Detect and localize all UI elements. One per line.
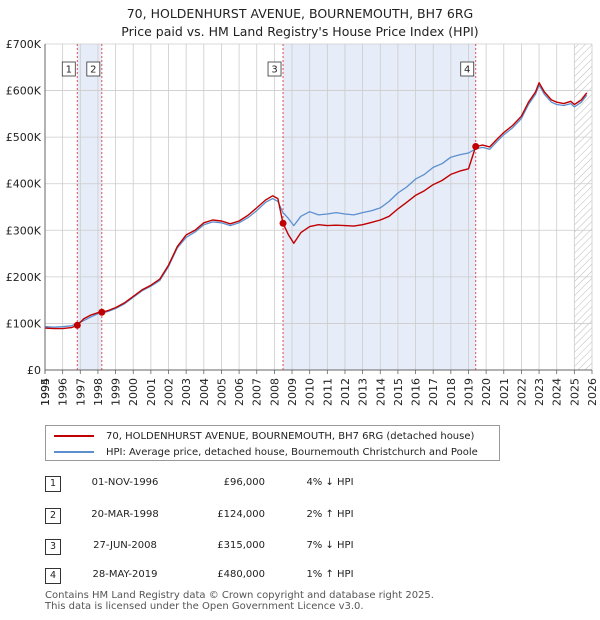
x-tick-label: 2007 bbox=[251, 378, 264, 406]
x-tick-label: 2014 bbox=[374, 378, 387, 406]
footer-license: This data is licensed under the Open Gov… bbox=[45, 601, 364, 612]
transaction-date: 20-MAR-1998 bbox=[91, 509, 159, 520]
transaction-price: £96,000 bbox=[223, 477, 265, 488]
forecast-hatch bbox=[574, 44, 592, 370]
transaction-point-1 bbox=[73, 321, 81, 329]
transaction-number: 4 bbox=[45, 568, 61, 584]
x-tick-label: 1997 bbox=[74, 378, 87, 406]
y-tick-label: £200K bbox=[6, 271, 42, 284]
x-tick-label: 1998 bbox=[92, 378, 105, 406]
x-tick-label: 2002 bbox=[163, 378, 176, 406]
x-tick-label: 2017 bbox=[427, 378, 440, 406]
x-tick-label: 2006 bbox=[233, 378, 246, 406]
x-tick-label: 2023 bbox=[533, 378, 546, 406]
series-line-property bbox=[44, 82, 588, 330]
transaction-badge-label-4: 4 bbox=[464, 65, 470, 76]
transaction-badge-1 bbox=[61, 61, 76, 77]
y-tick-label: £0 bbox=[27, 364, 41, 377]
x-tick-label: 1999 bbox=[110, 378, 123, 406]
x-tick-label: 1995 bbox=[39, 378, 52, 406]
transaction-price: £124,000 bbox=[217, 509, 265, 520]
chart-subtitle: Price paid vs. HM Land Registry's House … bbox=[121, 24, 479, 39]
legend-swatch-property bbox=[54, 435, 94, 437]
legend-label-hpi: HPI: Average price, detached house, Bour… bbox=[106, 446, 478, 458]
transaction-badge-2 bbox=[86, 61, 101, 77]
transaction-number: 2 bbox=[45, 508, 61, 524]
legend-swatch-hpi bbox=[54, 451, 94, 453]
transaction-badge-label-3: 3 bbox=[271, 65, 277, 76]
y-tick-label: £700K bbox=[6, 38, 42, 51]
x-tick-label: 1994 bbox=[39, 378, 52, 406]
transaction-hpi-relation: 1% ↑ HPI bbox=[306, 569, 354, 580]
legend: 70, HOLDENHURST AVENUE, BOURNEMOUTH, BH7… bbox=[45, 425, 500, 461]
x-tick-label: 2004 bbox=[198, 378, 211, 406]
x-tick-label: 2021 bbox=[498, 378, 511, 406]
x-tick-label: 2010 bbox=[304, 378, 317, 406]
y-tick-label: £600K bbox=[6, 85, 42, 98]
legend-label-property: 70, HOLDENHURST AVENUE, BOURNEMOUTH, BH7… bbox=[106, 430, 475, 442]
x-tick-label: 2026 bbox=[586, 378, 599, 406]
transaction-point-3 bbox=[279, 219, 287, 227]
footer-copyright: Contains HM Land Registry data © Crown c… bbox=[45, 590, 434, 601]
x-tick-label: 2019 bbox=[462, 378, 475, 406]
y-tick-label: £500K bbox=[6, 131, 42, 144]
y-tick-label: £100K bbox=[6, 317, 42, 330]
x-tick-label: 2015 bbox=[392, 378, 405, 406]
transaction-badge-label-2: 2 bbox=[90, 65, 96, 76]
x-tick-label: 2009 bbox=[286, 378, 299, 406]
x-tick-label: 2020 bbox=[480, 378, 493, 406]
x-tick-label: 2000 bbox=[127, 378, 140, 406]
x-tick-label: 2016 bbox=[410, 378, 423, 406]
transaction-hpi-relation: 7% ↓ HPI bbox=[306, 540, 354, 551]
series-line-hpi bbox=[44, 84, 588, 328]
transaction-number: 1 bbox=[45, 476, 61, 492]
x-tick-label: 2005 bbox=[215, 378, 228, 406]
x-tick-label: 2025 bbox=[568, 378, 581, 406]
x-tick-label: 1996 bbox=[57, 378, 70, 406]
transaction-badge-3 bbox=[267, 61, 282, 77]
chart-title: 70, HOLDENHURST AVENUE, BOURNEMOUTH, BH7… bbox=[126, 6, 474, 21]
x-tick-label: 2001 bbox=[145, 378, 158, 406]
transaction-date: 01-NOV-1996 bbox=[91, 477, 159, 488]
y-tick-label: £300K bbox=[6, 224, 42, 237]
shaded-period-2 bbox=[283, 44, 476, 370]
transaction-date: 27-JUN-2008 bbox=[93, 540, 157, 551]
transaction-point-4 bbox=[472, 142, 480, 150]
transaction-price: £480,000 bbox=[217, 569, 265, 580]
transaction-hpi-relation: 2% ↑ HPI bbox=[306, 509, 354, 520]
transaction-badge-4 bbox=[460, 61, 475, 77]
x-tick-label: 2008 bbox=[268, 378, 281, 406]
x-tick-label: 2018 bbox=[445, 378, 458, 406]
x-tick-label: 2003 bbox=[180, 378, 193, 406]
transaction-date: 28-MAY-2019 bbox=[92, 569, 158, 580]
transaction-price: £315,000 bbox=[217, 540, 265, 551]
x-tick-label: 2013 bbox=[357, 378, 370, 406]
legend-item-hpi: HPI: Average price, detached house, Bour… bbox=[54, 445, 478, 459]
transaction-number: 3 bbox=[45, 539, 61, 555]
transaction-point-2 bbox=[98, 308, 106, 316]
x-tick-label: 2024 bbox=[551, 378, 564, 406]
legend-item-property: 70, HOLDENHURST AVENUE, BOURNEMOUTH, BH7… bbox=[54, 429, 474, 443]
price-chart: 1 2 3 4 £0 £100K £200K £300K £400K £500K £600K £700… bbox=[6, 38, 599, 406]
x-tick-label: 2011 bbox=[321, 378, 334, 406]
transaction-badge-label-1: 1 bbox=[66, 65, 72, 76]
transaction-hpi-relation: 4% ↓ HPI bbox=[306, 477, 354, 488]
x-tick-label: 2012 bbox=[339, 378, 352, 406]
x-tick-label: 2022 bbox=[515, 378, 528, 406]
y-tick-label: £400K bbox=[6, 178, 42, 191]
